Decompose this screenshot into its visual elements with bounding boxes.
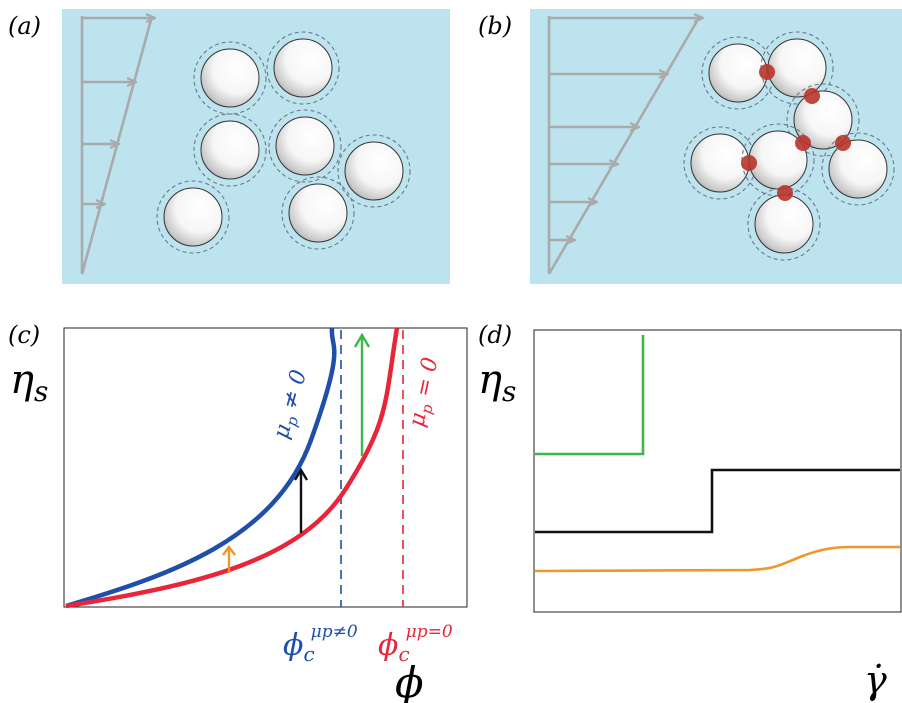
panel-b-shear-profile (547, 16, 702, 275)
panel-a-label: (a) (8, 12, 41, 40)
particle (193, 41, 267, 115)
particle (821, 132, 895, 206)
panel-c-frame (63, 327, 468, 608)
frictional-contact (777, 185, 793, 201)
frictional-contact (759, 64, 775, 80)
panel-d-label: (d) (478, 321, 512, 349)
green-step-curve (535, 335, 645, 456)
panel-a: (a) (8, 9, 450, 284)
panel-c-ylabel: ηs (10, 357, 48, 408)
panel-d: (d) ηs γ̇ (478, 321, 902, 702)
particle (268, 109, 342, 183)
curve-mu-p-nonzero-label: μp ≠ 0 (269, 367, 315, 442)
panel-b-label: (b) (478, 12, 512, 40)
panel-d-xlabel: γ̇ (864, 658, 887, 702)
frictional-contact (835, 135, 851, 151)
frictional-contact (804, 88, 820, 104)
phi-c-red-label: ϕcμp=0 (378, 622, 453, 666)
arrow-green (353, 332, 371, 456)
panel-c-xlabel: ϕ (395, 658, 424, 703)
particle (266, 31, 340, 105)
frictional-contact (795, 135, 811, 151)
black-step-curve (535, 468, 900, 534)
particle (193, 113, 267, 187)
curve-mu-p-zero-label: μp = 0 (404, 355, 446, 430)
particle (156, 180, 230, 254)
panel-b-contacts (741, 64, 851, 201)
panel-a-shear-profile (80, 16, 154, 275)
particle (337, 134, 411, 208)
panel-b-particles (683, 31, 895, 261)
panel-a-particles (156, 31, 411, 254)
panel-b: (b) (478, 9, 902, 284)
arrow-orange (222, 545, 236, 573)
frictional-contact (741, 155, 757, 171)
particle (281, 176, 355, 250)
panel-d-frame (533, 329, 902, 613)
phi-c-blue-label: ϕcμp≠0 (283, 622, 358, 666)
panel-d-ylabel: ηs (478, 357, 516, 408)
panel-c-label: (c) (8, 321, 40, 349)
particle (786, 83, 860, 157)
curve-mu-p-nonzero (65, 327, 337, 609)
panel-c: (c) ηs μp ≠ 0 μp = 0 ϕcμp≠0 ϕcμp=0 ϕ (8, 321, 468, 703)
orange-smooth-curve (534, 545, 900, 573)
curve-mu-p-zero (65, 327, 400, 609)
arrow-black (293, 467, 309, 533)
